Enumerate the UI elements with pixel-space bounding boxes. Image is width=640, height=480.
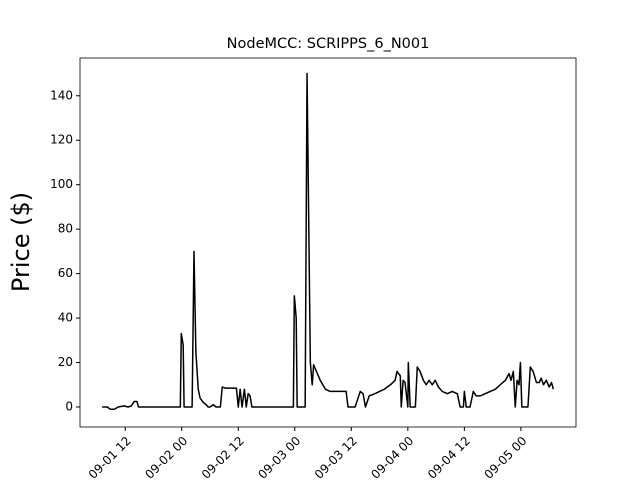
y-tick-label: 60 — [58, 266, 73, 280]
y-tick-label: 120 — [50, 133, 73, 147]
y-tick-label: 40 — [58, 311, 73, 325]
y-tick-label: 20 — [58, 355, 73, 369]
price-line — [102, 72, 555, 410]
y-tick-label: 100 — [50, 177, 73, 191]
chart-title: NodeMCC: SCRIPPS_6_N001 — [227, 36, 430, 52]
plot-frame — [79, 57, 577, 428]
y-tick-label: 140 — [50, 88, 73, 102]
y-tick-label: 80 — [58, 222, 73, 236]
y-tick-label: 0 — [65, 399, 73, 413]
y-axis-label: Price ($) — [7, 192, 35, 292]
